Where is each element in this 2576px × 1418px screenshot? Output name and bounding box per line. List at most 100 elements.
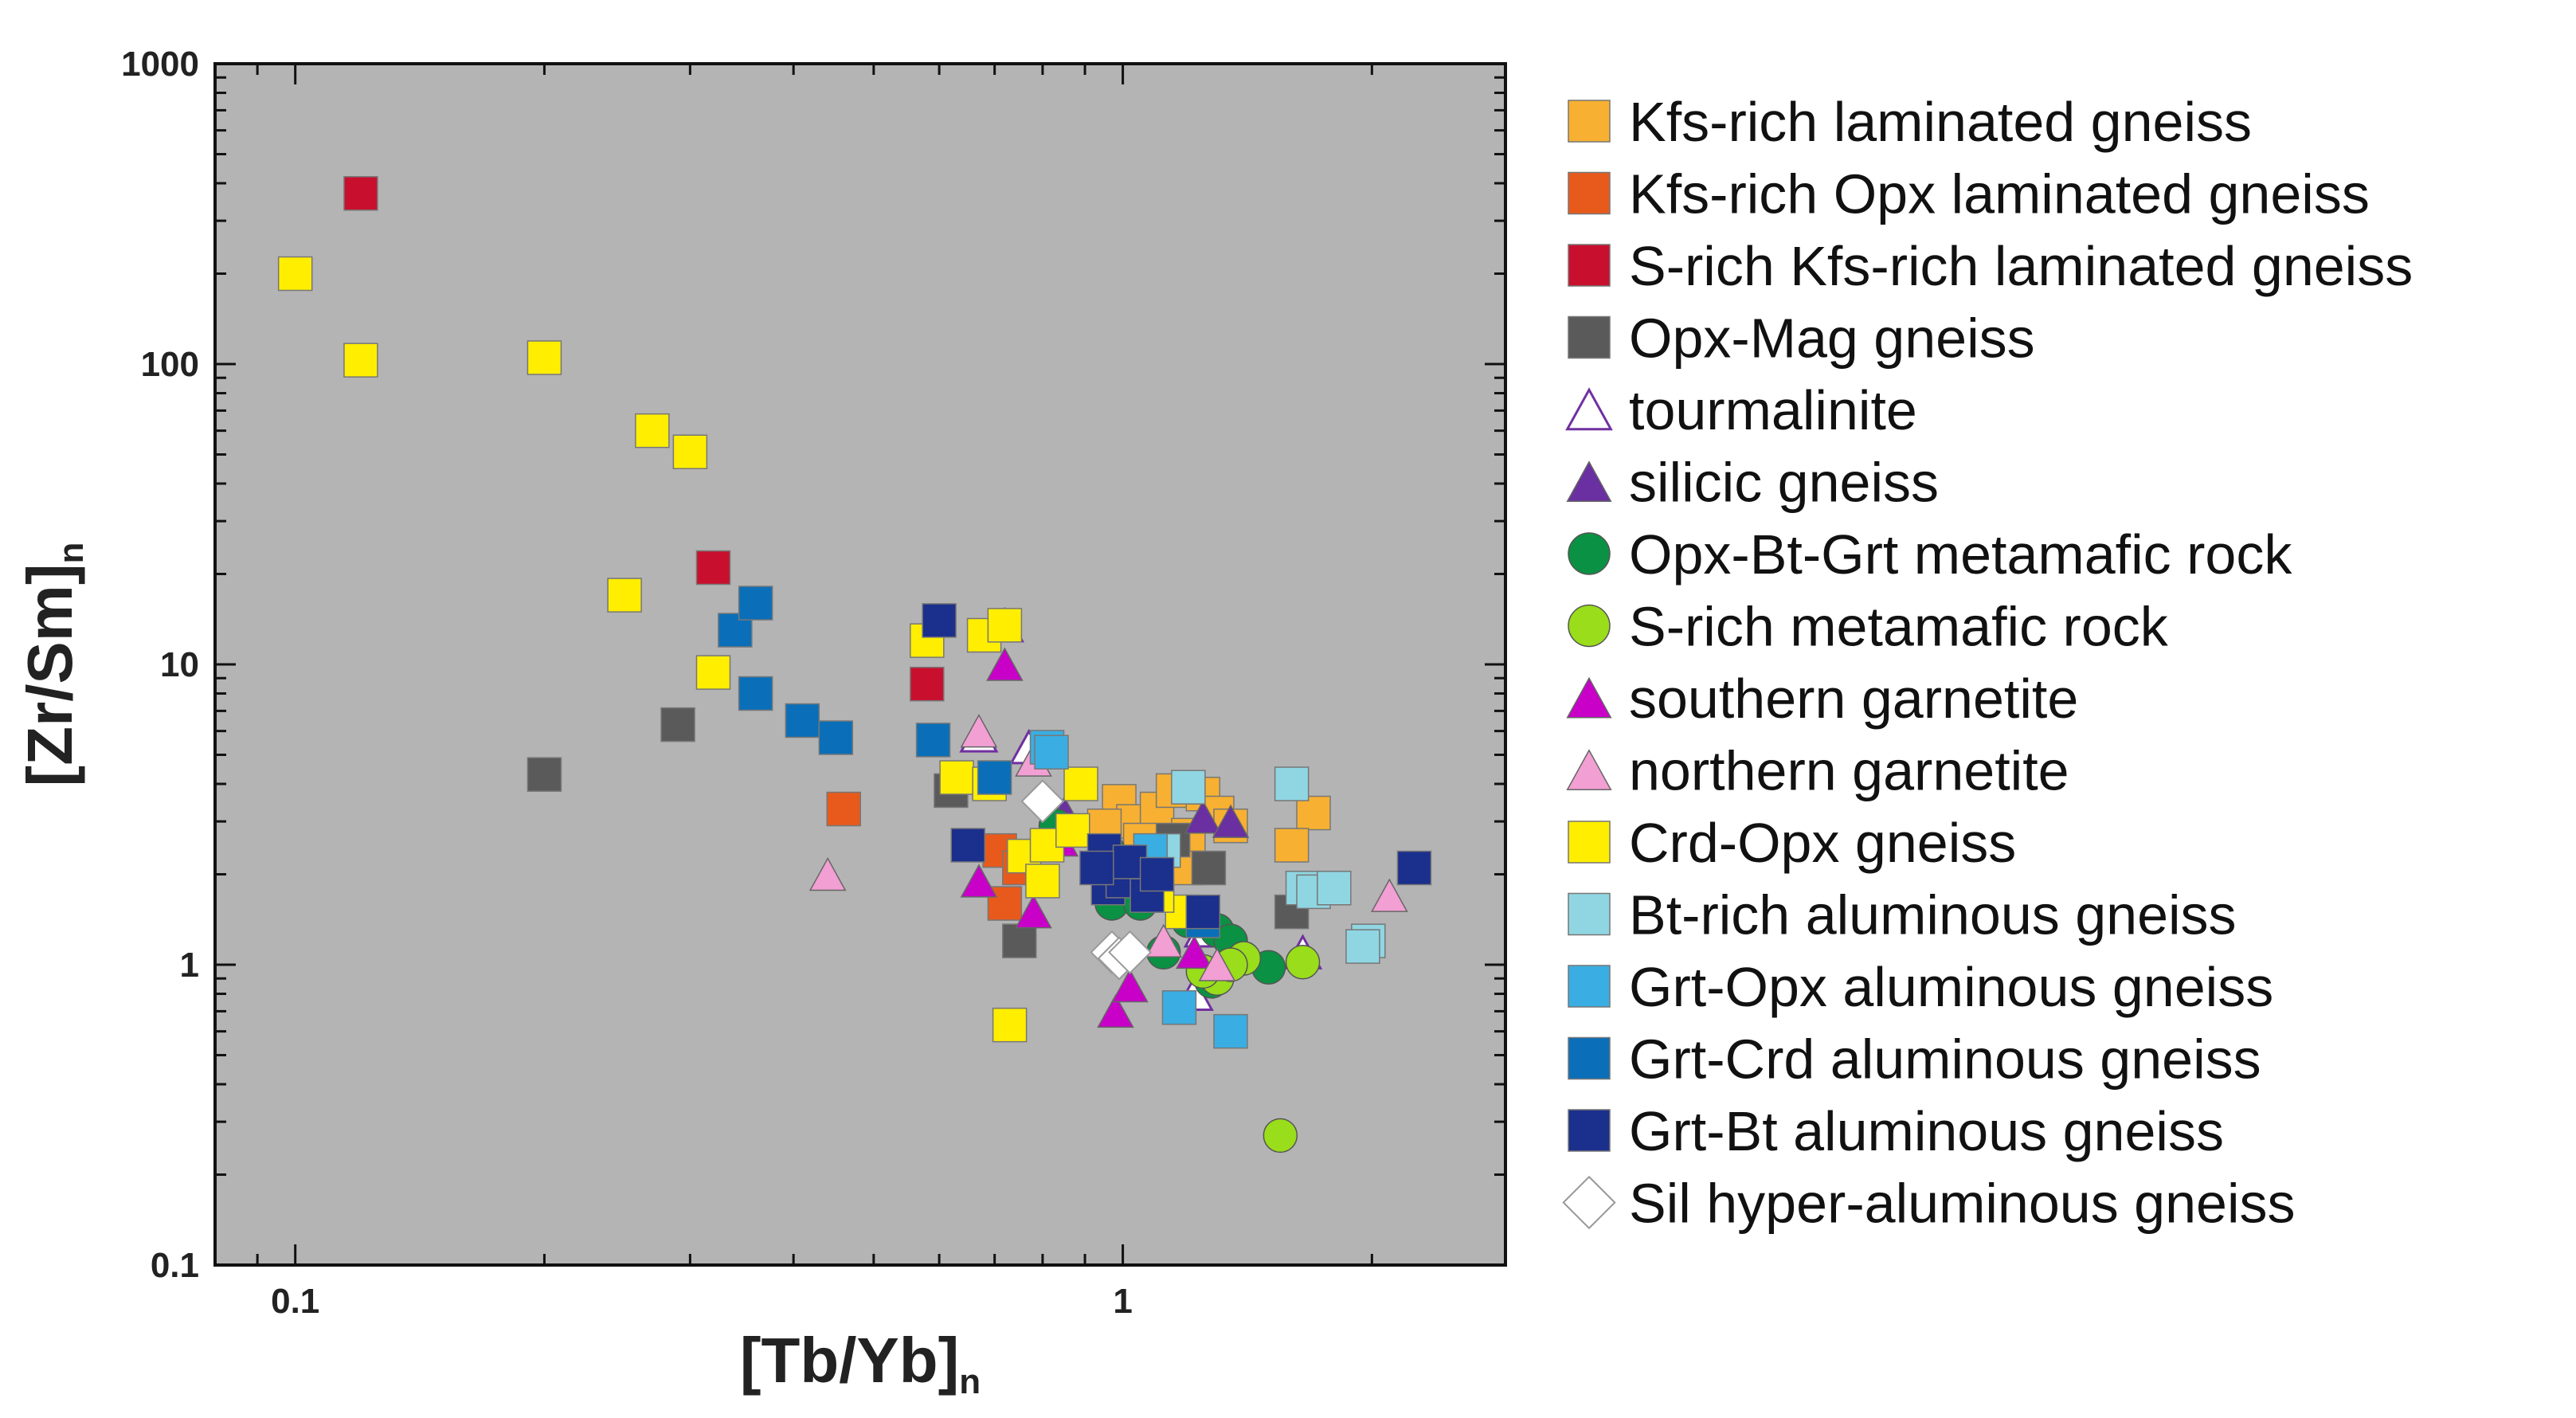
- x-axis-title: [Tb/Yb]n: [740, 1325, 981, 1401]
- x-tick-label: 0.1: [271, 1282, 319, 1321]
- legend-item: Bt-rich aluminous gneiss: [1568, 884, 2237, 946]
- series-14: [922, 603, 1432, 930]
- legend-marker: [1568, 315, 1611, 359]
- legend-label: Opx-Bt-Grt metamafic rock: [1629, 523, 2292, 586]
- data-point: [343, 176, 378, 211]
- series-10: [277, 256, 1200, 1043]
- data-point: [1097, 993, 1134, 1028]
- legend-marker: [1568, 892, 1611, 936]
- legend-item: Grt-Bt aluminous gneiss: [1568, 1100, 2224, 1162]
- legend-label: Grt-Bt aluminous gneiss: [1629, 1100, 2224, 1162]
- data-point: [1015, 895, 1052, 929]
- y-axis-title: [Zr/Sm]n: [14, 543, 91, 787]
- y-tick-label: 10: [160, 645, 199, 684]
- data-point: [527, 757, 562, 792]
- legend-label: northern garnetite: [1629, 740, 2069, 802]
- series-8: [960, 647, 1213, 1028]
- data-point: [695, 550, 731, 586]
- plot-area: [213, 62, 1507, 1267]
- legend-item: northern garnetite: [1566, 740, 2069, 802]
- legend-label: tourmalinite: [1629, 379, 1917, 441]
- data-point: [1198, 947, 1236, 981]
- y-axis-title-main: [Zr/Sm]: [14, 563, 85, 786]
- legend-marker: [1568, 604, 1611, 648]
- data-point: [1396, 850, 1432, 886]
- legend-item: Kfs-rich Opx laminated gneiss: [1568, 163, 2370, 225]
- data-point: [1020, 779, 1065, 824]
- legend-label: S-rich Kfs-rich laminated gneiss: [1629, 235, 2413, 297]
- legend-item: Grt-Opx aluminous gneiss: [1568, 956, 2273, 1018]
- legend-marker: [1566, 676, 1612, 719]
- legend-label: Grt-Crd aluminous gneiss: [1629, 1028, 2261, 1091]
- data-point: [343, 343, 378, 378]
- data-point: [808, 857, 847, 891]
- y-tick-label: 1000: [121, 45, 199, 84]
- data-point: [922, 603, 957, 638]
- data-point: [1055, 813, 1090, 848]
- data-point: [785, 703, 820, 738]
- data-point: [1139, 856, 1175, 892]
- data-point: [1161, 990, 1197, 1025]
- legend-marker: [1562, 1175, 1616, 1230]
- data-point: [826, 791, 861, 827]
- data-point: [672, 434, 708, 469]
- data-point: [1111, 969, 1149, 1003]
- data-point: [1213, 1013, 1248, 1049]
- legend: Kfs-rich laminated gneiss Kfs-rich Opx la…: [1562, 91, 2413, 1235]
- legend-marker: [1568, 244, 1611, 287]
- legend-item: Kfs-rich laminated gneiss: [1568, 91, 2252, 153]
- data-point: [738, 586, 773, 621]
- y-tick-label: 1: [180, 946, 199, 985]
- data-point: [1063, 766, 1098, 801]
- legend-item: Crd-Opx gneiss: [1568, 812, 2016, 874]
- legend-label: Kfs-rich laminated gneiss: [1629, 91, 2252, 153]
- data-point: [1296, 795, 1331, 831]
- data-point: [1274, 828, 1310, 863]
- data-point: [1345, 929, 1380, 964]
- legend-item: Opx-Mag gneiss: [1568, 307, 2035, 370]
- data-point: [695, 655, 731, 690]
- legend-label: Grt-Opx aluminous gneiss: [1629, 956, 2273, 1018]
- data-point: [910, 666, 945, 702]
- data-point: [992, 1007, 1028, 1043]
- y-tick-label: 0.1: [151, 1246, 199, 1285]
- data-point: [1184, 800, 1222, 834]
- data-point: [738, 676, 773, 711]
- data-point: [1317, 871, 1352, 906]
- data-point: [1212, 804, 1250, 838]
- data-point: [1108, 930, 1152, 974]
- legend-item: Grt-Crd aluminous gneiss: [1568, 1028, 2261, 1091]
- data-point: [1285, 945, 1321, 980]
- data-point: [277, 256, 313, 292]
- legend-marker: [1568, 1109, 1611, 1152]
- legend-label: Sil hyper-aluminous gneiss: [1629, 1173, 2296, 1235]
- data-point: [1274, 766, 1310, 801]
- legend-item: southern garnetite: [1566, 668, 2078, 730]
- legend-marker: [1566, 460, 1612, 502]
- x-axis-title-main: [Tb/Yb]: [740, 1325, 959, 1396]
- legend-item: silicic gneiss: [1566, 452, 1939, 514]
- data-point: [1145, 923, 1183, 958]
- legend-marker: [1565, 387, 1613, 431]
- data-point: [986, 647, 1024, 681]
- data-point: [635, 413, 670, 449]
- legend-marker: [1566, 749, 1612, 790]
- legend-item: S-rich Kfs-rich laminated gneiss: [1568, 235, 2413, 297]
- data-point: [1002, 923, 1037, 958]
- legend-label: southern garnetite: [1629, 668, 2078, 730]
- legend-item: Opx-Bt-Grt metamafic rock: [1568, 523, 2292, 586]
- data-point: [1171, 770, 1206, 805]
- data-point: [1185, 894, 1221, 930]
- data-point: [960, 714, 998, 748]
- data-point: [718, 613, 753, 648]
- data-point: [987, 608, 1023, 643]
- legend-label: S-rich metamafic rock: [1629, 596, 2169, 658]
- data-point: [1263, 1118, 1298, 1154]
- data-point: [1079, 850, 1114, 886]
- data-point: [1191, 850, 1227, 886]
- legend-label: Kfs-rich Opx laminated gneiss: [1629, 163, 2370, 225]
- data-point: [960, 864, 998, 898]
- data-point: [607, 578, 642, 613]
- y-axis-title-subscript: n: [52, 543, 91, 564]
- data-point: [1176, 934, 1213, 969]
